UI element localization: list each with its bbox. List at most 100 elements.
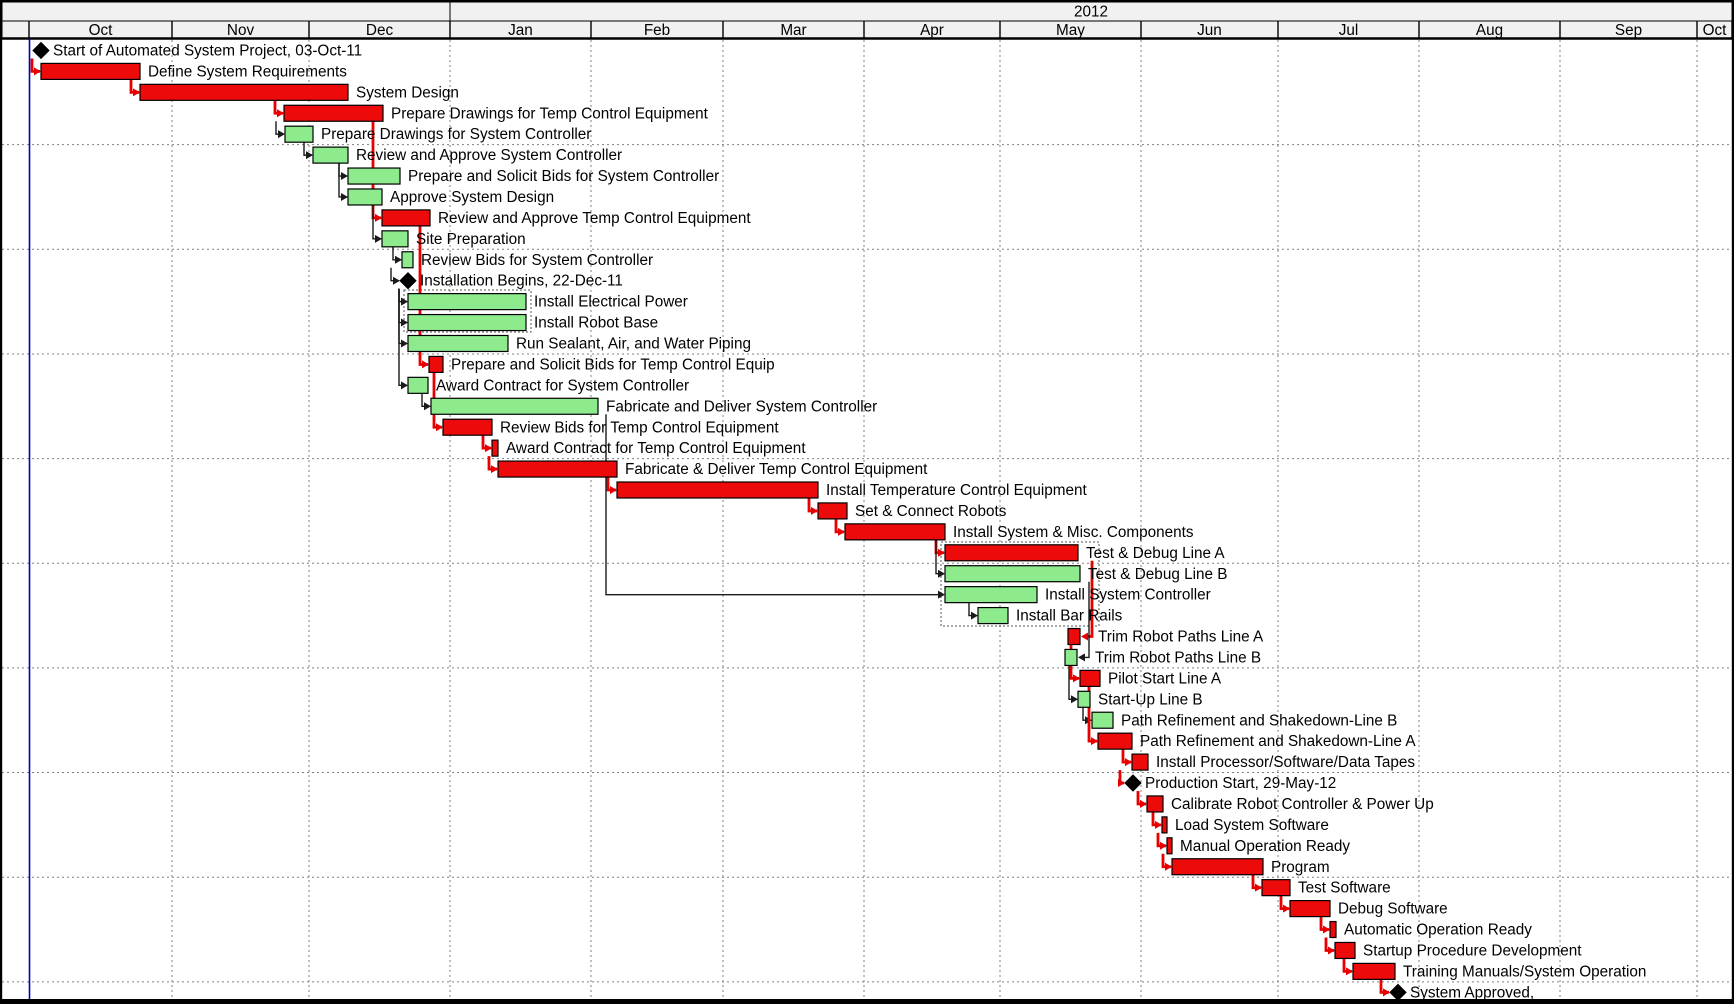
month-header-cell: Mar bbox=[780, 22, 806, 39]
task-label: Trim Robot Paths Line A bbox=[1098, 629, 1264, 646]
task-bar[interactable] bbox=[284, 125, 314, 143]
dependency-arrow-icon bbox=[1078, 653, 1085, 662]
task-bar[interactable] bbox=[1334, 941, 1356, 960]
month-header-cell: Aug bbox=[1476, 22, 1503, 39]
dependency-arrow-icon bbox=[1323, 925, 1330, 934]
task-bar[interactable] bbox=[491, 439, 499, 457]
task-label: Trim Robot Paths Line B bbox=[1095, 649, 1261, 666]
task-label: Approve System Design bbox=[390, 189, 554, 206]
milestone-label: Start of Automated System Project, 03-Oc… bbox=[53, 43, 362, 60]
task-label: Debug Software bbox=[1338, 901, 1448, 918]
month-header-cell: Sep bbox=[1615, 22, 1642, 39]
dependency-arrow-icon bbox=[401, 381, 408, 390]
task-label: Set & Connect Robots bbox=[855, 503, 1007, 520]
task-bar[interactable] bbox=[1077, 690, 1091, 708]
milestone-marker[interactable] bbox=[1124, 774, 1142, 792]
task-bar[interactable] bbox=[817, 502, 848, 520]
dependency-arrow-icon bbox=[1328, 946, 1335, 955]
dependency-connector bbox=[1085, 581, 1090, 659]
dependency-arrow-icon bbox=[1081, 632, 1088, 641]
task-label: Prepare Drawings for System Controller bbox=[321, 126, 591, 143]
task-bar[interactable] bbox=[944, 565, 1081, 583]
task-label: Prepare Drawings for Temp Control Equipm… bbox=[391, 105, 709, 122]
task-label: Path Refinement and Shakedown-Line B bbox=[1121, 712, 1397, 729]
task-bar[interactable] bbox=[428, 355, 444, 374]
task-bar[interactable] bbox=[1171, 858, 1264, 876]
task-bar[interactable] bbox=[381, 230, 409, 248]
task-bar[interactable] bbox=[381, 209, 431, 227]
task-label: Automatic Operation Ready bbox=[1344, 922, 1532, 939]
milestone-label: Installation Begins, 22-Dec-11 bbox=[420, 273, 623, 290]
task-bar[interactable] bbox=[139, 83, 349, 101]
task-bar[interactable] bbox=[347, 188, 383, 206]
task-bar[interactable] bbox=[1079, 669, 1101, 687]
dependency-arrow-icon bbox=[485, 444, 492, 453]
task-bar[interactable] bbox=[283, 104, 384, 122]
task-bar[interactable] bbox=[442, 418, 493, 436]
task-bar[interactable] bbox=[1067, 627, 1081, 646]
milestone-marker[interactable] bbox=[32, 41, 50, 60]
task-label: Install Processor/Software/Data Tapes bbox=[1156, 754, 1415, 771]
dependency-arrow-icon bbox=[1383, 988, 1390, 997]
task-bar[interactable] bbox=[407, 376, 429, 394]
task-label: Path Refinement and Shakedown-Line A bbox=[1140, 733, 1416, 750]
task-label: Load System Software bbox=[1175, 817, 1329, 834]
group-outline bbox=[403, 289, 532, 333]
task-bar[interactable] bbox=[347, 167, 401, 185]
dependency-arrow-icon bbox=[1118, 779, 1125, 788]
milestone-label: System Approved, bbox=[1410, 984, 1534, 1001]
task-label: Review and Approve Temp Control Equipmen… bbox=[438, 210, 751, 227]
task-bar[interactable] bbox=[407, 313, 527, 332]
task-bar[interactable] bbox=[312, 146, 349, 164]
task-label: Test Software bbox=[1298, 880, 1391, 897]
dependency-arrow-icon bbox=[838, 527, 845, 536]
task-bar[interactable] bbox=[1289, 899, 1331, 918]
dependency-arrow-icon bbox=[401, 297, 408, 306]
task-bar[interactable] bbox=[497, 460, 618, 478]
task-bar[interactable] bbox=[430, 397, 599, 415]
task-label: Calibrate Robot Controller & Power Up bbox=[1171, 796, 1434, 813]
dependency-arrow-icon bbox=[938, 548, 945, 557]
dependency-arrow-icon bbox=[401, 318, 408, 327]
task-bar[interactable] bbox=[944, 586, 1038, 604]
task-label: Test & Debug Line B bbox=[1088, 566, 1227, 583]
dependency-arrow-icon bbox=[133, 88, 140, 97]
task-bar[interactable] bbox=[407, 293, 527, 311]
task-label: Start-Up Line B bbox=[1098, 691, 1203, 708]
task-bar[interactable] bbox=[40, 62, 141, 80]
task-bar[interactable] bbox=[1097, 732, 1133, 750]
task-bar[interactable] bbox=[1064, 648, 1078, 667]
month-header-cell: Apr bbox=[920, 22, 944, 39]
task-bar[interactable] bbox=[407, 334, 509, 353]
dependency-arrow-icon bbox=[1125, 758, 1132, 767]
task-label: Install Electrical Power bbox=[534, 294, 688, 311]
task-bar[interactable] bbox=[401, 251, 414, 269]
task-label: Install Temperature Control Equipment bbox=[826, 482, 1087, 499]
month-header-cell: Oct bbox=[89, 22, 114, 39]
milestone-marker[interactable] bbox=[399, 271, 417, 290]
dependency-arrow-icon bbox=[1283, 904, 1290, 913]
task-bar[interactable] bbox=[1131, 753, 1149, 771]
task-bar[interactable] bbox=[1166, 837, 1173, 855]
task-bar[interactable] bbox=[944, 544, 1079, 562]
task-bar[interactable] bbox=[977, 606, 1009, 625]
task-bar[interactable] bbox=[1146, 795, 1164, 813]
dependency-arrow-icon bbox=[971, 611, 978, 620]
task-bar[interactable] bbox=[844, 523, 946, 541]
dependency-arrow-icon bbox=[610, 485, 617, 494]
task-bar[interactable] bbox=[1329, 920, 1337, 939]
task-bar[interactable] bbox=[1161, 816, 1168, 834]
dependency-arrow-icon bbox=[938, 569, 945, 578]
task-label: System Design bbox=[356, 84, 459, 101]
dependency-arrow-icon bbox=[375, 234, 382, 243]
task-label: Training Manuals/System Operation bbox=[1403, 963, 1646, 980]
year-header-cell: 2012 bbox=[1074, 4, 1108, 21]
month-header-cell: Nov bbox=[227, 22, 255, 39]
task-bar[interactable] bbox=[1261, 879, 1291, 897]
dependency-arrow-icon bbox=[1155, 820, 1162, 829]
task-bar[interactable] bbox=[1352, 962, 1396, 980]
task-bar[interactable] bbox=[616, 481, 819, 499]
task-label: Define System Requirements bbox=[148, 63, 347, 80]
task-bar[interactable] bbox=[1091, 711, 1114, 729]
